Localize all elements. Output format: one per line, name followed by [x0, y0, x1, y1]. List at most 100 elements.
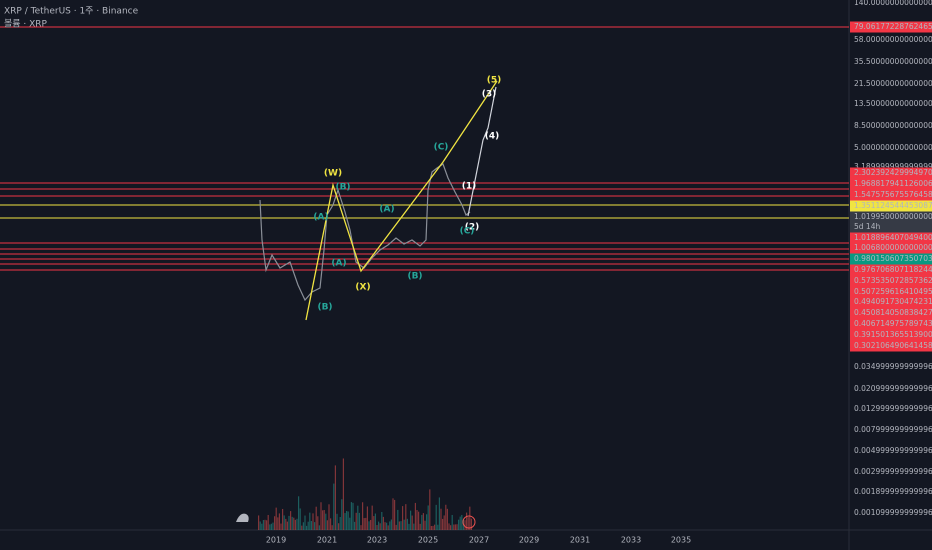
- event-icon[interactable]: [462, 515, 476, 529]
- year-label: 2027: [469, 536, 489, 545]
- year-label: 2023: [367, 536, 387, 545]
- volume-bar: [435, 504, 437, 530]
- price-label: 0.034999999999996: [854, 362, 932, 371]
- symbol-title: XRP / TetherUS · 1주 · Binance: [4, 6, 139, 17]
- volume-bar: [298, 496, 300, 530]
- volume-bar: [288, 515, 290, 530]
- volume-bar: [275, 507, 277, 530]
- volume-bar: [355, 512, 357, 530]
- price-label: 8.500000000000000: [854, 121, 932, 130]
- volume-bar: [352, 502, 354, 530]
- volume-bar: [402, 506, 404, 530]
- price-label: 0.002999999999996: [854, 467, 932, 476]
- price-label-box: [850, 286, 932, 298]
- volume-bar: [429, 489, 431, 530]
- price-label: 58.000000000000000: [854, 35, 932, 44]
- volume-bar: [339, 516, 341, 530]
- volume-bar: [280, 523, 282, 530]
- volume-bar: [267, 514, 269, 530]
- volume-bar: [389, 521, 391, 530]
- price-label: 0.004999999999996: [854, 446, 932, 455]
- volume-bar: [306, 525, 308, 530]
- volume-bar: [432, 525, 434, 530]
- volume-bar: [358, 512, 360, 530]
- volume-bar: [464, 520, 466, 530]
- volume-bar: [270, 523, 272, 530]
- price-label-box: [850, 221, 932, 233]
- volume-bar: [294, 519, 296, 530]
- volume-bars: [258, 458, 472, 530]
- volume-bar: [278, 513, 280, 530]
- price-label: 5.000000000000000: [854, 143, 932, 152]
- volume-bar: [403, 519, 405, 530]
- price-label: 0.391501365513900: [854, 330, 932, 339]
- wave-label: (C): [434, 143, 449, 153]
- volume-bar: [405, 504, 407, 530]
- volume-bar: [307, 521, 309, 530]
- volume-bar: [458, 519, 460, 530]
- price-label-box: [850, 21, 932, 33]
- projection-line: [467, 86, 497, 217]
- volume-bar: [258, 515, 260, 530]
- volume-bar: [285, 518, 287, 530]
- volume-bar: [373, 516, 375, 530]
- volume-bar: [346, 510, 348, 530]
- volume-bar: [322, 510, 324, 530]
- price-label: 0.007999999999996: [854, 425, 932, 434]
- price-label-box: [850, 189, 932, 201]
- volume-bar: [360, 525, 362, 530]
- volume-bar: [400, 521, 402, 530]
- volume-bar: [259, 521, 261, 530]
- price-label: 0.012999999999996: [854, 404, 932, 413]
- volume-bar: [418, 511, 420, 530]
- volume-bar: [291, 516, 293, 530]
- volume-bar: [387, 525, 389, 530]
- volume-bar: [296, 518, 298, 530]
- volume-bar: [266, 520, 268, 530]
- volume-bar: [312, 513, 314, 530]
- volume-bar: [299, 508, 301, 530]
- price-label: 2.302392429994970: [854, 168, 932, 177]
- volume-bar: [376, 525, 378, 530]
- price-label-box: [850, 275, 932, 287]
- volume-bar: [286, 521, 288, 530]
- price-levels: [0, 26, 849, 271]
- volume-bar: [394, 499, 396, 530]
- price-axis: 140.000000000000000 79.061772287624656 58.…: [850, 0, 932, 517]
- volume-bar: [438, 497, 440, 530]
- volume-bar: [318, 525, 320, 530]
- volume-bar: [426, 514, 428, 530]
- volume-bar: [342, 458, 344, 530]
- volume-bar: [470, 518, 472, 530]
- price-label-box: [850, 232, 932, 244]
- volume-bar: [395, 524, 397, 530]
- volume-bar: [341, 499, 343, 530]
- volume-bar: [406, 518, 408, 530]
- volume-bar: [392, 498, 394, 530]
- volume-bar: [277, 517, 279, 530]
- volume-bar: [320, 502, 322, 530]
- volume-bar: [325, 513, 327, 530]
- volume-bar: [450, 525, 452, 530]
- volume-bar: [362, 502, 364, 530]
- wave-line: [305, 80, 498, 321]
- volume-bar: [381, 511, 383, 530]
- volume-bar: [456, 524, 458, 530]
- volume-bar: [451, 514, 453, 530]
- volume-bar: [442, 518, 444, 530]
- logo-icon: [236, 513, 249, 522]
- price-label: 1.547575675576458: [854, 190, 932, 199]
- volume-bar: [336, 513, 338, 530]
- price-label: 79.061772287624656: [854, 22, 932, 31]
- volume-bar: [350, 502, 352, 530]
- price-label: 0.494091730474231: [854, 297, 932, 306]
- wave-label: (5): [487, 76, 502, 86]
- price-label: 0.302106490641458: [854, 341, 932, 350]
- volume-bar: [315, 506, 317, 530]
- volume-bar: [422, 513, 424, 530]
- volume-bar: [416, 509, 418, 530]
- volume-bar: [290, 511, 292, 530]
- price-label: 0.406714975789743: [854, 319, 932, 328]
- volume-bar: [424, 520, 426, 530]
